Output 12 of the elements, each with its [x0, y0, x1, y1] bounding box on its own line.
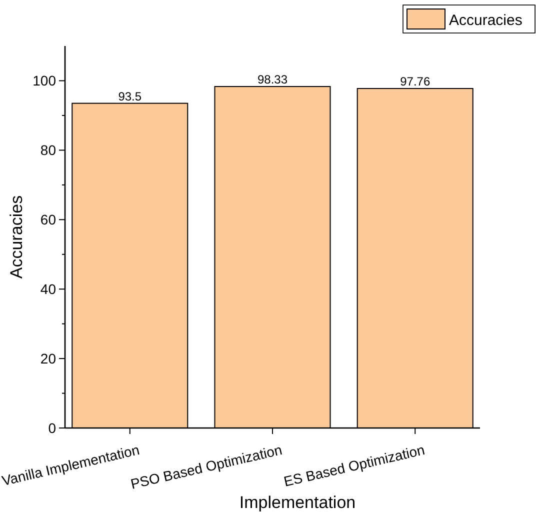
y-tick-label: 40: [40, 281, 56, 298]
data-label: 93.5: [118, 89, 142, 104]
y-tick-label: 20: [40, 350, 56, 367]
y-tick-label: 80: [40, 142, 56, 158]
x-axis-title: Implementation: [239, 493, 356, 512]
y-tick-label: 60: [40, 212, 56, 228]
y-tick-label: 100: [32, 72, 56, 89]
data-label: 98.33: [257, 72, 288, 87]
y-axis-title: Accuracies: [7, 195, 26, 279]
y-tick-label: 0: [48, 420, 56, 436]
data-label: 97.76: [400, 74, 430, 89]
legend-label: Accuracies: [449, 12, 522, 29]
